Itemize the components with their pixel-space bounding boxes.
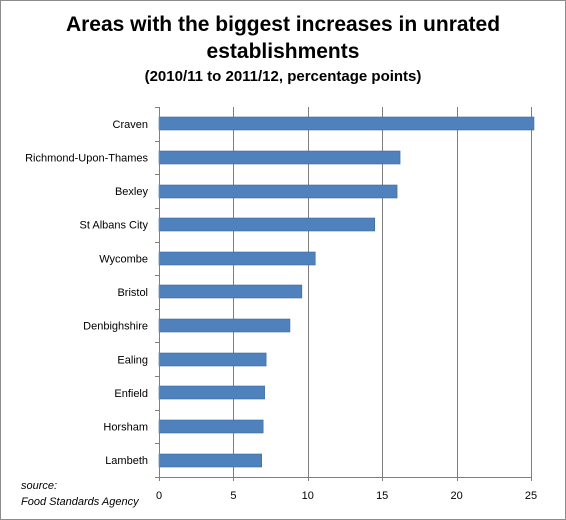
category-label: Horsham bbox=[103, 422, 148, 434]
category-label: Wycombe bbox=[99, 253, 148, 265]
bar bbox=[158, 251, 316, 266]
category-label: Craven bbox=[113, 119, 148, 131]
bar bbox=[158, 453, 262, 468]
category-label: Richmond-Upon-Thames bbox=[25, 152, 148, 164]
bar bbox=[158, 116, 535, 131]
category-label: Enfield bbox=[114, 388, 148, 400]
bar bbox=[158, 352, 267, 367]
category-label: Ealing bbox=[117, 354, 148, 366]
chart-title: Areas with the biggest increases in unra… bbox=[65, 13, 501, 63]
bar bbox=[158, 150, 401, 165]
bar bbox=[158, 385, 265, 400]
bar bbox=[158, 419, 264, 434]
source-note: source: Food Standards Agency bbox=[21, 478, 139, 510]
x-tick-label: 5 bbox=[230, 490, 236, 502]
bar bbox=[158, 184, 398, 199]
bar bbox=[158, 318, 291, 333]
category-label: Bristol bbox=[117, 287, 148, 299]
x-tick-label: 0 bbox=[156, 490, 162, 502]
source-name: Food Standards Agency bbox=[21, 496, 139, 508]
x-tick-label: 15 bbox=[376, 490, 388, 502]
category-label: Denbighshire bbox=[83, 321, 148, 333]
bar bbox=[158, 217, 376, 232]
category-label: Bexley bbox=[115, 186, 149, 198]
x-tick-label: 25 bbox=[525, 490, 537, 502]
category-label: Lambeth bbox=[105, 455, 148, 467]
category-label: St Albans City bbox=[80, 220, 149, 232]
bar bbox=[158, 284, 303, 299]
x-tick-label: 20 bbox=[450, 490, 462, 502]
source-label: source: bbox=[21, 480, 58, 492]
chart-subtitle: (2010/11 to 2011/12, percentage points) bbox=[144, 68, 422, 85]
x-tick-label: 10 bbox=[302, 490, 314, 502]
